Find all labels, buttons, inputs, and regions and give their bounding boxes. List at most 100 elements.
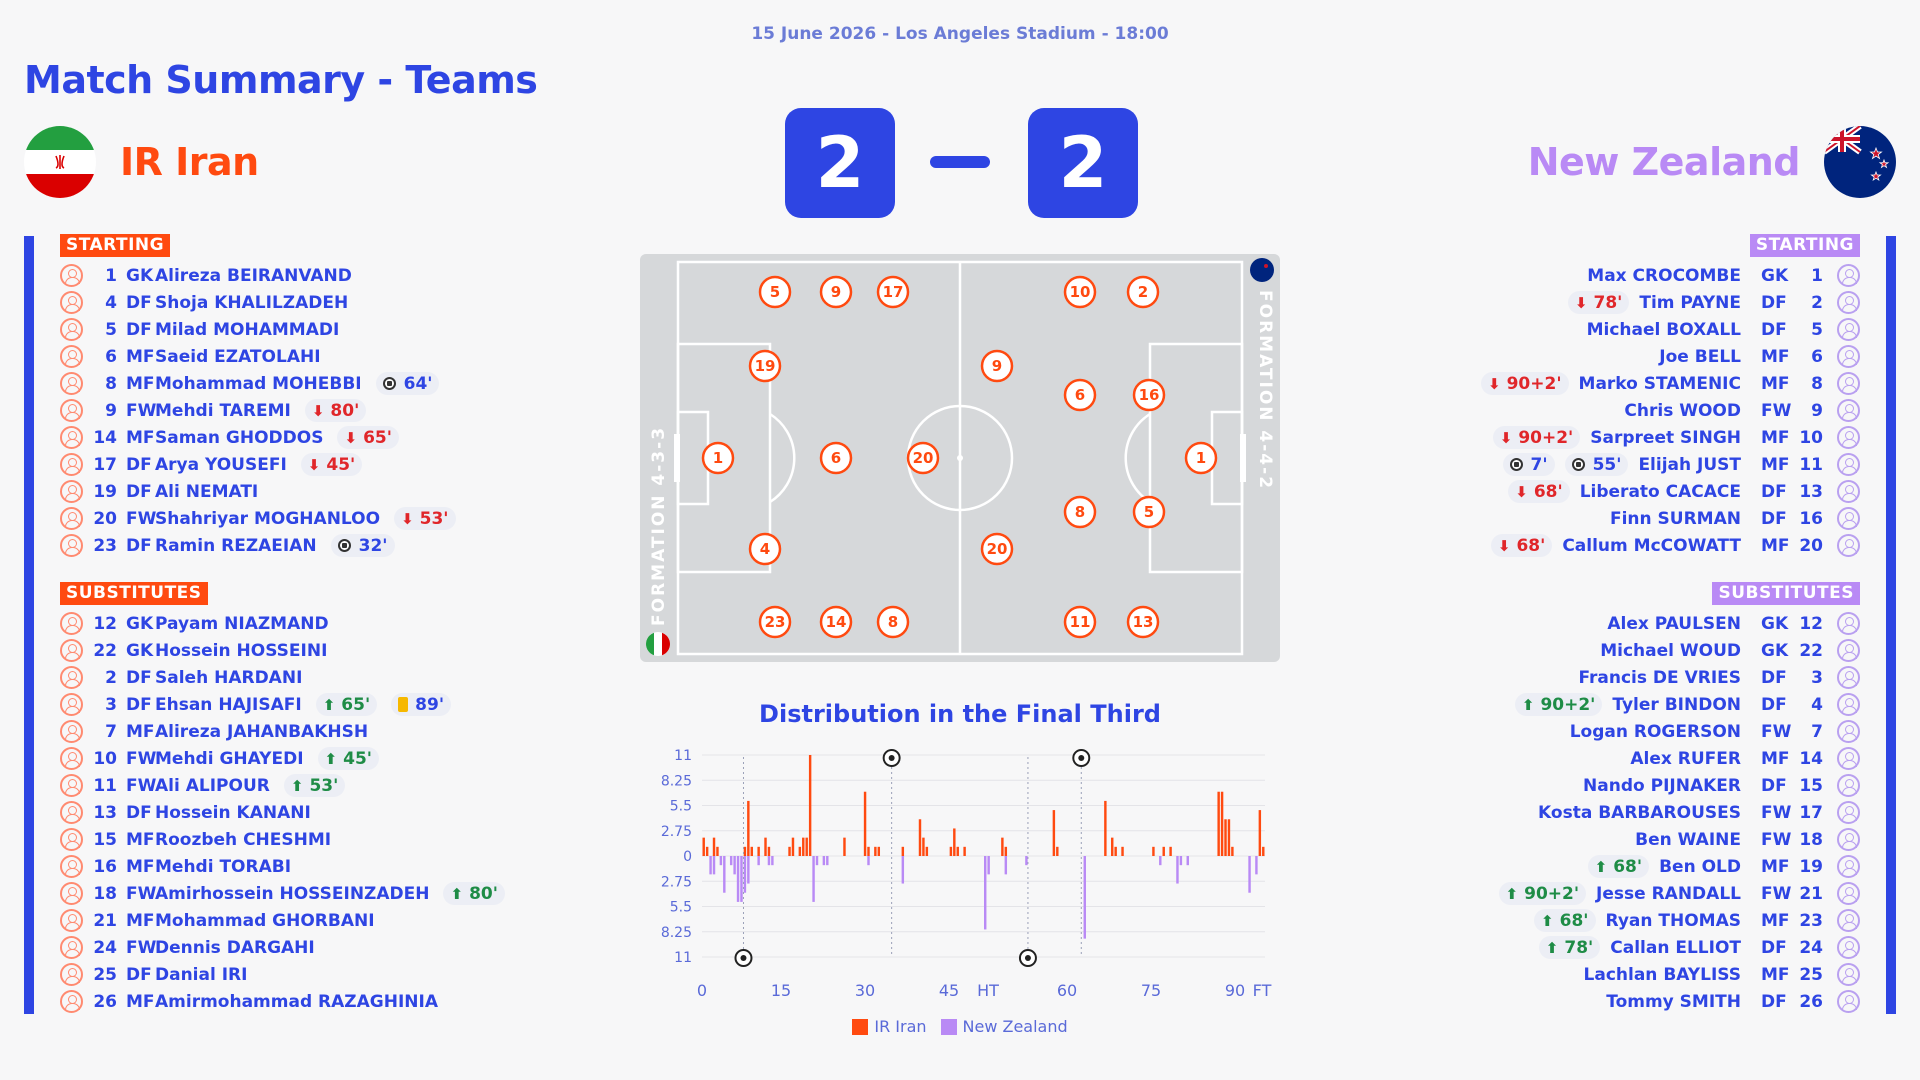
away-player-row[interactable]: ⬇ 90+2' Sarpreet SINGH MF 10 [1492, 424, 1860, 451]
away-player-row[interactable]: Francis DE VRIES DF 3 [1579, 664, 1860, 691]
home-player-row[interactable]: 24 FW Dennis DARGAHI [60, 934, 315, 961]
away-player-row[interactable]: Max CROCOMBE GK 1 [1587, 262, 1860, 289]
away-player-row[interactable]: Finn SURMAN DF 16 [1610, 505, 1860, 532]
away-player-row[interactable]: Alex RUFER MF 14 [1630, 745, 1860, 772]
away-player-row[interactable]: Nando PIJNAKER DF 15 [1583, 772, 1860, 799]
arrow-down-icon: ⬇ [344, 428, 358, 447]
chart-bar [791, 837, 795, 856]
player-position: MF [1761, 535, 1790, 556]
away-player-row[interactable]: Lachlan BAYLISS MF 25 [1584, 961, 1860, 988]
event-minute: 68' [1559, 910, 1589, 931]
home-side-bar [24, 236, 34, 1014]
player-position: MF [126, 991, 155, 1012]
home-player-row[interactable]: 13 DF Hossein KANANI [60, 799, 311, 826]
player-position: GK [126, 265, 154, 286]
home-player-row[interactable]: 25 DF Danial IRI [60, 961, 247, 988]
home-team-header: IR Iran [24, 126, 259, 198]
player-avatar-icon [1837, 507, 1860, 530]
home-player-row[interactable]: 10 FW Mehdi GHAYEDI ⬆ 45' [60, 745, 379, 772]
player-name: Alireza JAHANBAKHSH [155, 721, 369, 742]
away-player-row[interactable]: Alex PAULSEN GK 12 [1607, 610, 1860, 637]
away-pitch-player: 16 [1132, 378, 1166, 412]
away-pitch-player: 13 [1126, 605, 1160, 639]
home-player-row[interactable]: 16 MF Mehdi TORABI [60, 853, 291, 880]
event-minute: 90+2' [1524, 883, 1580, 904]
home-player-row[interactable]: 18 FW Amirhossein HOSSEINZADEH ⬆ 80' [60, 880, 505, 907]
home-player-row[interactable]: 17 DF Arya YOUSEFI ⬇ 45' [60, 451, 363, 478]
player-avatar-icon [1837, 882, 1860, 905]
player-avatar-icon [1837, 693, 1860, 716]
away-player-row[interactable]: ⬇ 68' Callum McCOWATT MF 20 [1490, 532, 1860, 559]
chart-bar [1255, 856, 1258, 875]
event-minute: 32' [358, 535, 388, 556]
player-name: Alireza BEIRANVAND [155, 265, 352, 286]
player-position: DF [126, 802, 152, 823]
soccer-ball-icon-center [740, 955, 747, 961]
chart-bar [1104, 800, 1107, 856]
home-player-row[interactable]: 4 DF Shoja KHALILZADEH [60, 289, 348, 316]
chart-y-tick-label: 8.25 [661, 925, 692, 941]
chart-y-tick-label: 2.75 [661, 874, 692, 890]
home-player-row[interactable]: 21 MF Mohammad GHORBANI [60, 907, 375, 934]
away-player-row[interactable]: ⬆ 78' Callan ELLIOT DF 24 [1538, 934, 1860, 961]
home-player-row[interactable]: 22 GK Hossein HOSSEINI [60, 637, 327, 664]
chart-y-tick-label: 5.5 [670, 900, 692, 916]
away-player-row[interactable]: Joe BELL MF 6 [1659, 343, 1860, 370]
home-player-row[interactable]: 7 MF Alireza JAHANBAKHSH [60, 718, 368, 745]
home-player-row[interactable]: 6 MF Saeid EZATOLAHI [60, 343, 321, 370]
away-player-row[interactable]: Chris WOOD FW 9 [1624, 397, 1860, 424]
home-player-row[interactable]: 5 DF Milad MOHAMMADI [60, 316, 339, 343]
away-player-row[interactable]: ⬇ 78' Tim PAYNE DF 2 [1567, 289, 1860, 316]
home-player-row[interactable]: 19 DF Ali NEMATI [60, 478, 258, 505]
home-player-row[interactable]: 12 GK Payam NIAZMAND [60, 610, 329, 637]
away-player-row[interactable]: ⬆ 90+2' Tyler BINDON DF 4 [1514, 691, 1860, 718]
away-player-row[interactable]: 7' 55' Elijah JUST MF 11 [1502, 451, 1860, 478]
home-player-row[interactable]: 14 MF Saman GHODDOS ⬇ 65' [60, 424, 399, 451]
away-player-row[interactable]: Michael BOXALL DF 5 [1587, 316, 1860, 343]
player-name: Ramin REZAEIAN [155, 535, 317, 556]
player-position: MF [126, 829, 155, 850]
player-position: DF [1761, 508, 1787, 529]
home-player-row[interactable]: 2 DF Saleh HARDANI [60, 664, 302, 691]
goal-event-badge: 7' [1502, 453, 1555, 476]
chart-y-tick-label: 5.5 [670, 799, 692, 815]
home-player-row[interactable]: 23 DF Ramin REZAEIAN 32' [60, 532, 395, 559]
home-player-row[interactable]: 11 FW Ali ALIPOUR ⬆ 53' [60, 772, 346, 799]
player-name: Chris WOOD [1624, 400, 1741, 421]
player-name: Shoja KHALILZADEH [155, 292, 349, 313]
chart-bar [712, 837, 716, 856]
away-pitch-player: 5 [1132, 495, 1166, 529]
chart-x-tick-label: 75 [1141, 981, 1161, 1000]
home-player-row[interactable]: 8 MF Mohammad MOHEBBI 64' [60, 370, 440, 397]
away-player-row[interactable]: Michael WOUD GK 22 [1600, 637, 1860, 664]
home-player-row[interactable]: 1 GK Alireza BEIRANVAND [60, 262, 352, 289]
away-player-row[interactable]: ⬇ 90+2' Marko STAMENIC MF 8 [1481, 370, 1860, 397]
player-name: Max CROCOMBE [1587, 265, 1741, 286]
chart-bar [716, 846, 719, 856]
away-pitch-player-number: 9 [992, 357, 1002, 375]
away-pitch-player: 1 [1184, 441, 1218, 475]
player-avatar-icon [1837, 990, 1860, 1013]
home-pitch-player-number: 19 [755, 357, 776, 375]
home-player-row[interactable]: 15 MF Roozbeh CHESHMI [60, 826, 331, 853]
home-player-row[interactable]: 9 FW Mehdi TAREMI ⬇ 80' [60, 397, 367, 424]
player-number: 25 [1799, 964, 1823, 985]
chart-bar [1217, 791, 1220, 856]
player-avatar-icon [1837, 318, 1860, 341]
away-player-row[interactable]: ⬆ 90+2' Jesse RANDALL FW 21 [1498, 880, 1860, 907]
player-position: FW [126, 400, 157, 421]
home-player-row[interactable]: 26 MF Amirmohammad RAZAGHINIA [60, 988, 438, 1015]
player-number: 10 [93, 748, 117, 769]
away-player-row[interactable]: Logan ROGERSON FW 7 [1570, 718, 1860, 745]
away-player-row[interactable]: ⬆ 68' Ryan THOMAS MF 23 [1534, 907, 1860, 934]
away-player-row[interactable]: Ben WAINE FW 18 [1635, 826, 1860, 853]
player-position: FW [126, 748, 157, 769]
away-player-row[interactable]: ⬆ 68' Ben OLD MF 19 [1587, 853, 1860, 880]
away-player-row[interactable]: Kosta BARBAROUSES FW 17 [1538, 799, 1860, 826]
home-player-row[interactable]: 20 FW Shahriyar MOGHANLOO ⬇ 53' [60, 505, 456, 532]
sub-on-event-badge: ⬆ 53' [283, 774, 346, 797]
player-number: 4 [1811, 694, 1823, 715]
away-player-row[interactable]: Tommy SMITH DF 26 [1606, 988, 1860, 1015]
away-player-row[interactable]: ⬇ 68' Liberato CACACE DF 13 [1508, 478, 1860, 505]
home-player-row[interactable]: 3 DF Ehsan HAJISAFI ⬆ 65' 89' [60, 691, 452, 718]
